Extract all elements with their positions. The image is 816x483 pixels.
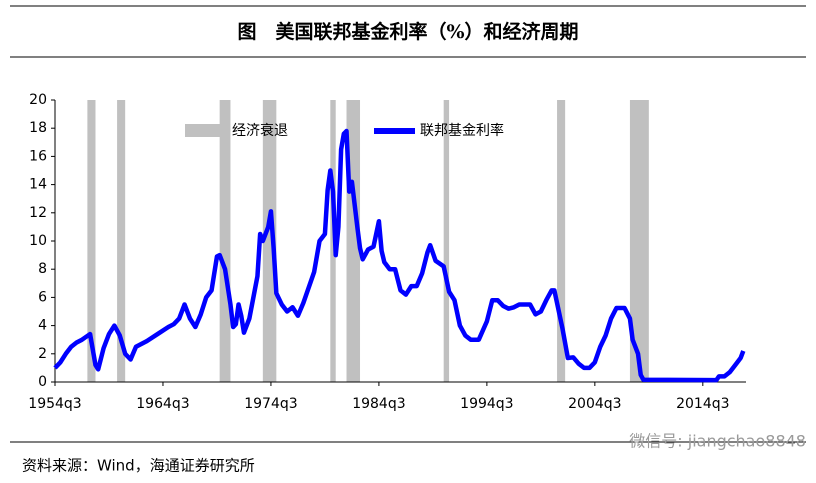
recession-band (443, 100, 450, 382)
recession-band (262, 100, 277, 382)
legend-label: 经济衰退 (232, 122, 288, 139)
x-tick-label: 1984q3 (352, 396, 405, 412)
recession-band (219, 100, 231, 382)
y-tick-label: 16 (29, 148, 47, 164)
chart-title: 图 美国联邦基金利率（%）和经济周期 (237, 20, 578, 43)
y-tick-label: 4 (38, 318, 47, 334)
x-tick-label: 1964q3 (136, 396, 189, 412)
legend-swatch (185, 124, 225, 137)
legend-label: 联邦基金利率 (420, 122, 504, 139)
y-tick-label: 8 (38, 261, 47, 277)
source: 资料来源：Wind，海通证券研究所 (22, 457, 255, 475)
recession-band (557, 100, 566, 382)
y-tick-label: 2 (38, 346, 47, 362)
y-tick-label: 10 (29, 233, 47, 249)
y-tick-label: 12 (29, 205, 47, 221)
x-tick-label: 1954q3 (28, 396, 81, 412)
rate-line (53, 128, 746, 383)
x-tick-label: 2014q3 (676, 396, 729, 412)
x-tick-label: 1994q3 (460, 396, 513, 412)
x-tick-label: 2004q3 (568, 396, 621, 412)
recession-band (629, 100, 649, 382)
y-tick-label: 20 (29, 92, 47, 108)
y-tick-label: 18 (29, 120, 47, 136)
y-tick-label: 14 (29, 177, 47, 193)
y-tick-label: 6 (38, 289, 47, 305)
y-tick-label: 0 (38, 374, 47, 390)
x-tick-label: 1974q3 (244, 396, 297, 412)
recession-band (117, 100, 126, 382)
watermark: 微信号: jiangchao8848 (629, 432, 806, 451)
recession-band (87, 100, 96, 382)
